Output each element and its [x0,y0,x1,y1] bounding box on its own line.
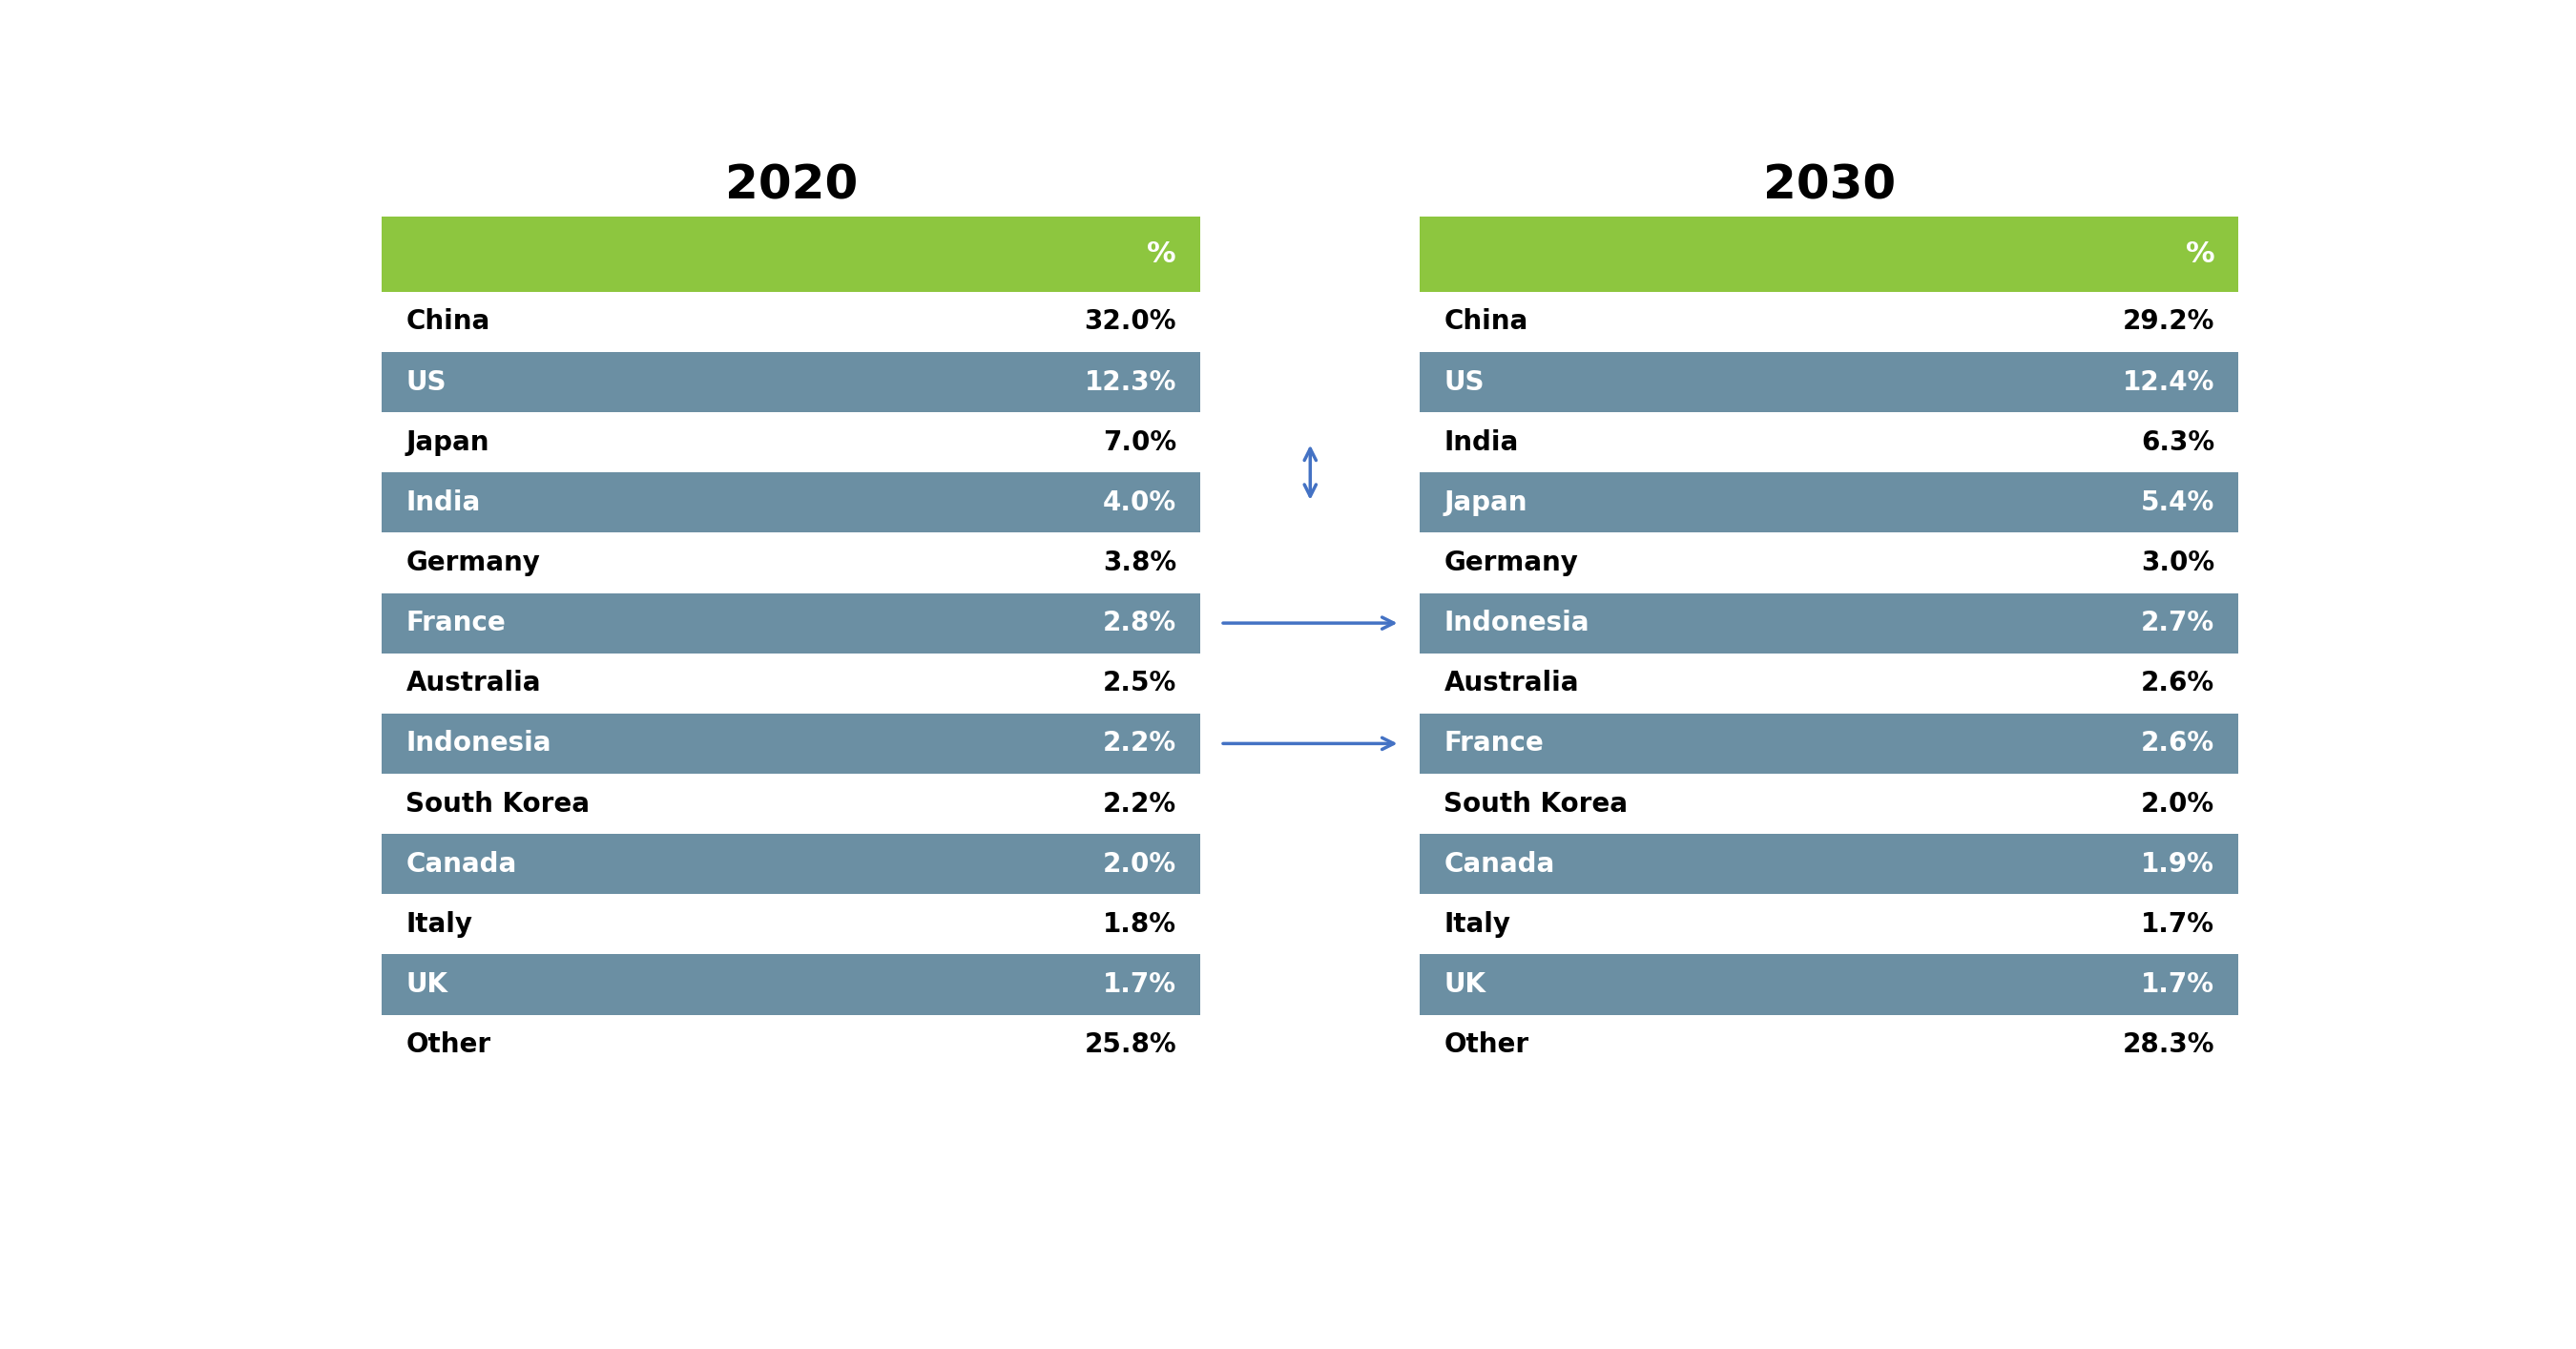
Text: India: India [407,490,482,515]
Text: Japan: Japan [1445,490,1528,515]
Text: China: China [1445,309,1528,335]
Text: South Korea: South Korea [1445,791,1628,817]
Text: Germany: Germany [407,549,541,576]
Text: China: China [407,309,489,335]
Bar [381,472,1200,533]
Bar [381,413,1200,472]
Text: Australia: Australia [1445,670,1579,696]
Text: Indonesia: Indonesia [1445,610,1589,637]
Text: UK: UK [1445,971,1486,998]
Bar [381,653,1200,714]
Bar [381,894,1200,955]
Text: 2.6%: 2.6% [2141,670,2215,696]
Text: 2020: 2020 [724,163,858,209]
Text: Italy: Italy [407,911,471,938]
Text: 32.0%: 32.0% [1084,309,1177,335]
Bar [381,217,1200,291]
Text: 3.8%: 3.8% [1103,549,1177,576]
Bar [1419,291,2239,352]
Text: 5.4%: 5.4% [2141,490,2215,515]
Text: 1.9%: 1.9% [2141,851,2215,877]
Bar [1419,834,2239,894]
Text: %: % [2184,240,2215,268]
Text: 2.8%: 2.8% [1103,610,1177,637]
Text: 25.8%: 25.8% [1084,1032,1177,1058]
Text: 2.7%: 2.7% [2141,610,2215,637]
Text: %: % [1146,240,1177,268]
Bar [381,774,1200,834]
Text: 2.5%: 2.5% [1103,670,1177,696]
Text: Indonesia: Indonesia [407,730,551,757]
Bar [1419,714,2239,774]
Text: 3.0%: 3.0% [2141,549,2215,576]
Text: 2.0%: 2.0% [2141,791,2215,817]
Text: India: India [1445,429,1520,456]
Bar [381,533,1200,594]
Text: 1.7%: 1.7% [2141,971,2215,998]
Text: UK: UK [407,971,448,998]
Bar [381,714,1200,774]
Bar [1419,653,2239,714]
Bar [1419,774,2239,834]
Text: 2.2%: 2.2% [1103,730,1177,757]
Text: Other: Other [1445,1032,1530,1058]
Text: 2.2%: 2.2% [1103,791,1177,817]
Text: Japan: Japan [407,429,489,456]
Text: 1.8%: 1.8% [1103,911,1177,938]
Text: 28.3%: 28.3% [2123,1032,2215,1058]
Text: 6.3%: 6.3% [2141,429,2215,456]
Bar [1419,955,2239,1014]
Text: Australia: Australia [407,670,541,696]
Text: Italy: Italy [1445,911,1510,938]
Text: US: US [407,368,446,395]
Text: Germany: Germany [1445,549,1579,576]
Text: South Korea: South Korea [407,791,590,817]
Text: Canada: Canada [1445,851,1556,877]
Bar [381,291,1200,352]
Bar [1419,472,2239,533]
Bar [1419,217,2239,291]
Text: 2.0%: 2.0% [1103,851,1177,877]
Bar [1419,533,2239,594]
Text: 2030: 2030 [1762,163,1896,209]
Text: 1.7%: 1.7% [2141,911,2215,938]
Text: Canada: Canada [407,851,518,877]
Bar [381,1014,1200,1075]
Bar [381,955,1200,1014]
Bar [1419,1014,2239,1075]
Text: 12.4%: 12.4% [2123,368,2215,395]
Bar [1419,352,2239,413]
Bar [381,352,1200,413]
Bar [381,834,1200,894]
Text: France: France [1445,730,1543,757]
Bar [1419,594,2239,653]
Text: 4.0%: 4.0% [1103,490,1177,515]
Text: 1.7%: 1.7% [1103,971,1177,998]
Bar [1419,413,2239,472]
Text: 12.3%: 12.3% [1084,368,1177,395]
Text: 29.2%: 29.2% [2123,309,2215,335]
Text: 7.0%: 7.0% [1103,429,1177,456]
Text: Other: Other [407,1032,492,1058]
Bar [1419,894,2239,955]
Text: 2.6%: 2.6% [2141,730,2215,757]
Text: US: US [1445,368,1484,395]
Text: France: France [407,610,505,637]
Bar [381,594,1200,653]
